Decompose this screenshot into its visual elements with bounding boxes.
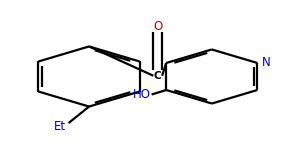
Text: N: N (262, 56, 271, 69)
Text: Et: Et (54, 120, 66, 132)
Text: HO: HO (132, 88, 150, 101)
Text: C: C (154, 71, 162, 81)
Text: O: O (153, 20, 162, 33)
